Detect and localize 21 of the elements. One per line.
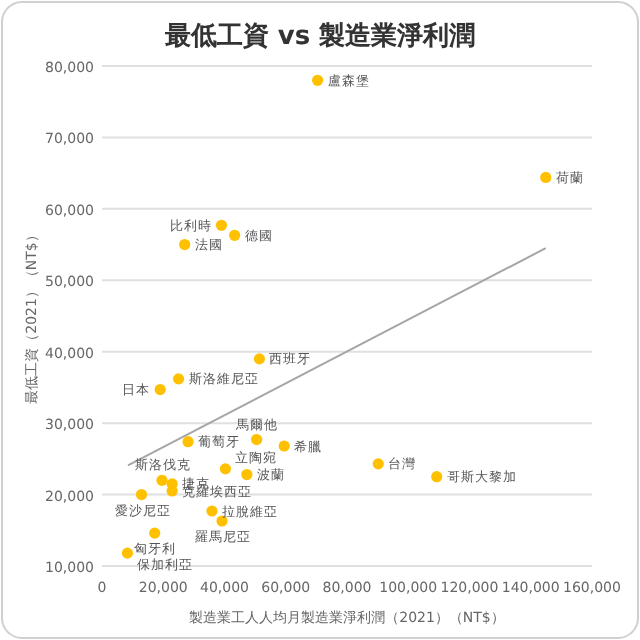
point [215, 219, 228, 231]
point [172, 373, 185, 385]
point [312, 74, 324, 86]
point [154, 383, 166, 396]
point [121, 547, 134, 559]
point [278, 440, 290, 452]
point [229, 229, 241, 241]
point [540, 171, 552, 184]
point [251, 433, 263, 446]
point [431, 471, 443, 483]
point [372, 458, 384, 470]
point [253, 353, 266, 365]
point [182, 436, 194, 448]
point [156, 474, 168, 486]
point [241, 468, 253, 481]
point [206, 505, 218, 517]
point [219, 463, 232, 475]
point [149, 527, 161, 539]
chart-title: 最低工資 vs 製造業淨利潤 [162, 20, 476, 52]
point [135, 488, 148, 501]
point [179, 238, 191, 251]
